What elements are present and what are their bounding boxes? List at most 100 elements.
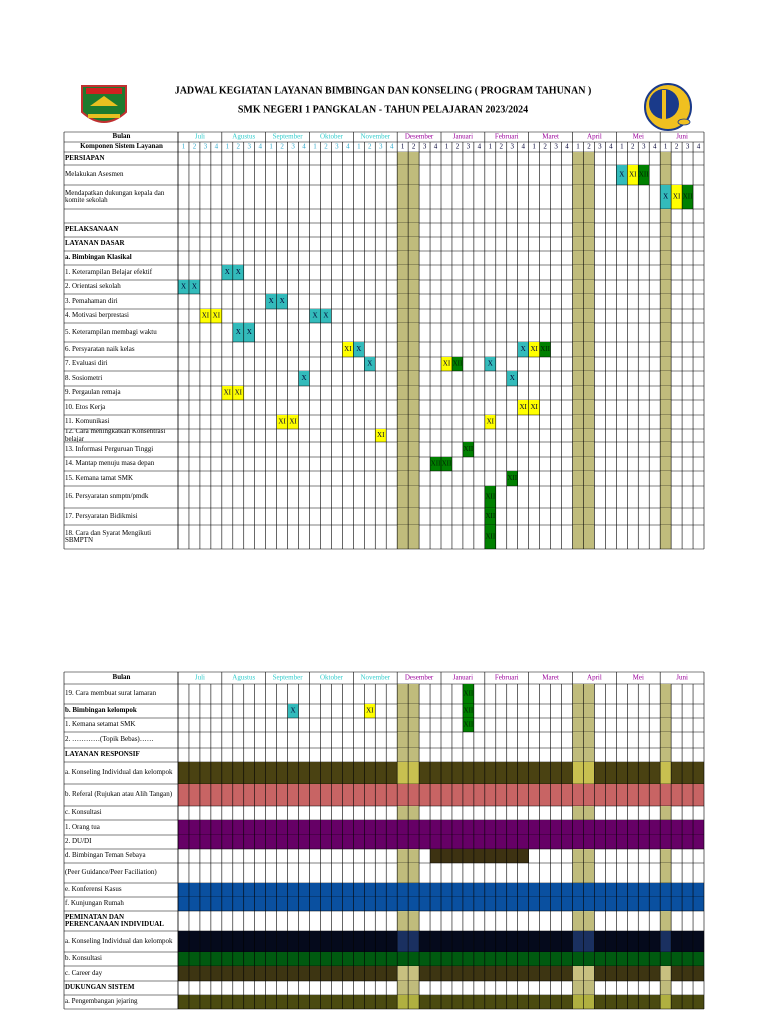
shaded-cell: [397, 294, 409, 309]
row-label: Bulan: [112, 132, 131, 141]
shaded-cell: [397, 486, 409, 508]
month-label: Februari: [495, 674, 519, 682]
mark-cell: [364, 704, 376, 718]
activity-fill: [484, 952, 496, 966]
week-label: 3: [642, 143, 646, 151]
activity-fill: [199, 883, 211, 897]
activity-fill: [473, 820, 485, 835]
mark-text: X: [236, 328, 241, 336]
activity-fill: [386, 897, 398, 911]
activity-fill: [265, 835, 277, 849]
activity-fill: [451, 784, 463, 806]
activity-fill: [594, 995, 606, 1009]
label-cell: Komponen Sistem Layanan: [80, 143, 163, 151]
activity-fill: [430, 784, 441, 806]
shaded-cell: [660, 237, 672, 251]
activity-fill: [364, 897, 376, 911]
label-cell: 9. Pergaulan remaja: [65, 389, 121, 397]
shaded-cell: [572, 471, 584, 486]
activity-fill: [298, 820, 310, 835]
shaded-cell: [408, 237, 420, 251]
shaded-cell: [660, 415, 672, 429]
shaded-cell: [660, 981, 672, 995]
week-label: 2: [368, 143, 372, 151]
activity-fill: [221, 883, 233, 897]
shaded-cell: [572, 704, 584, 718]
activity-fill: [627, 835, 639, 849]
shaded-cell: [572, 309, 584, 323]
activity-fill: [441, 762, 452, 784]
activity-fill: [287, 883, 299, 897]
row-label: 2. …………(Topik Bebas)……: [65, 735, 154, 744]
activity-fill: [408, 931, 420, 952]
activity-fill: [462, 762, 474, 784]
activity-fill: [178, 835, 189, 849]
month-label: September: [273, 674, 304, 682]
shaded-cell: [408, 223, 420, 237]
activity-fill: [232, 966, 244, 981]
activity-fill: [616, 835, 628, 849]
activity-fill: [660, 835, 672, 849]
mark-cell: [342, 342, 354, 357]
week-label: 1: [226, 143, 230, 151]
shaded-cell: [583, 718, 595, 732]
activity-fill: [430, 966, 441, 981]
mark-cell: [188, 280, 200, 294]
mark-text: X: [510, 374, 515, 382]
activity-fill: [199, 966, 211, 981]
activity-fill: [386, 883, 398, 897]
label-cell: a. Konseling Individual dan kelompok: [65, 937, 173, 945]
activity-fill: [616, 883, 628, 897]
label-cell: 11. Komunikasi: [65, 418, 109, 426]
activity-fill: [473, 897, 485, 911]
activity-fill: [331, 820, 343, 835]
activity-fill: [232, 931, 244, 952]
activity-fill: [419, 995, 431, 1009]
week-label: 2: [193, 143, 197, 151]
activity-fill: [254, 784, 266, 806]
activity-fill: [583, 966, 595, 981]
activity-fill: [451, 966, 463, 981]
mark-cell: [178, 280, 189, 294]
mark-cell: [528, 400, 540, 415]
shaded-cell: [583, 223, 595, 237]
shaded-cell: [408, 684, 420, 704]
shaded-cell: [583, 400, 595, 415]
mark-text: XI: [235, 389, 243, 397]
activity-fill: [375, 897, 387, 911]
row-label: 12. Cara meningkatkan Konsentrasi belaja…: [65, 429, 166, 442]
activity-fill: [419, 966, 431, 981]
shaded-cell: [660, 386, 672, 400]
activity-fill: [638, 995, 650, 1009]
activity-fill: [484, 883, 496, 897]
shaded-cell: [660, 704, 672, 718]
shaded-cell: [583, 209, 595, 223]
label-cell: b. Bimbingan kelompok: [65, 707, 137, 715]
activity-fill: [441, 897, 452, 911]
mark-text: X: [367, 360, 372, 368]
shaded-cell: [583, 911, 595, 931]
activity-fill: [682, 931, 694, 952]
activity-fill: [605, 762, 617, 784]
shaded-cell: [660, 486, 672, 508]
week-label: 2: [675, 143, 679, 151]
mark-text: XI: [530, 345, 538, 353]
month-label: Oktober: [320, 133, 344, 141]
activity-fill: [320, 931, 332, 952]
shaded-cell: [583, 309, 595, 323]
activity-fill: [375, 784, 387, 806]
month-label: Juni: [676, 133, 688, 141]
activity-fill: [473, 835, 485, 849]
label-cell: 19. Cara membuat surat lamaran: [65, 690, 156, 698]
activity-fill: [693, 952, 704, 966]
shaded-cell: [572, 429, 584, 442]
activity-fill: [397, 966, 409, 981]
activity-fill: [638, 762, 650, 784]
shaded-cell: [408, 357, 420, 371]
activity-fill: [517, 820, 529, 835]
activity-fill: [320, 897, 332, 911]
activity-fill: [254, 931, 266, 952]
activity-fill: [232, 784, 244, 806]
activity-fill: [386, 952, 398, 966]
title: JADWAL KEGIATAN LAYANAN BIMBINGAN DAN KO…: [175, 85, 592, 96]
